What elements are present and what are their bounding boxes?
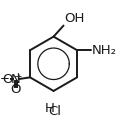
Text: N: N <box>11 72 21 86</box>
Text: Cl: Cl <box>49 105 62 119</box>
Text: NH₂: NH₂ <box>92 44 117 57</box>
Text: OH: OH <box>64 12 84 25</box>
Text: O: O <box>11 83 21 96</box>
Text: H: H <box>45 102 55 115</box>
Text: −: − <box>0 72 9 85</box>
Text: O: O <box>3 72 13 86</box>
Text: +: + <box>14 72 23 82</box>
